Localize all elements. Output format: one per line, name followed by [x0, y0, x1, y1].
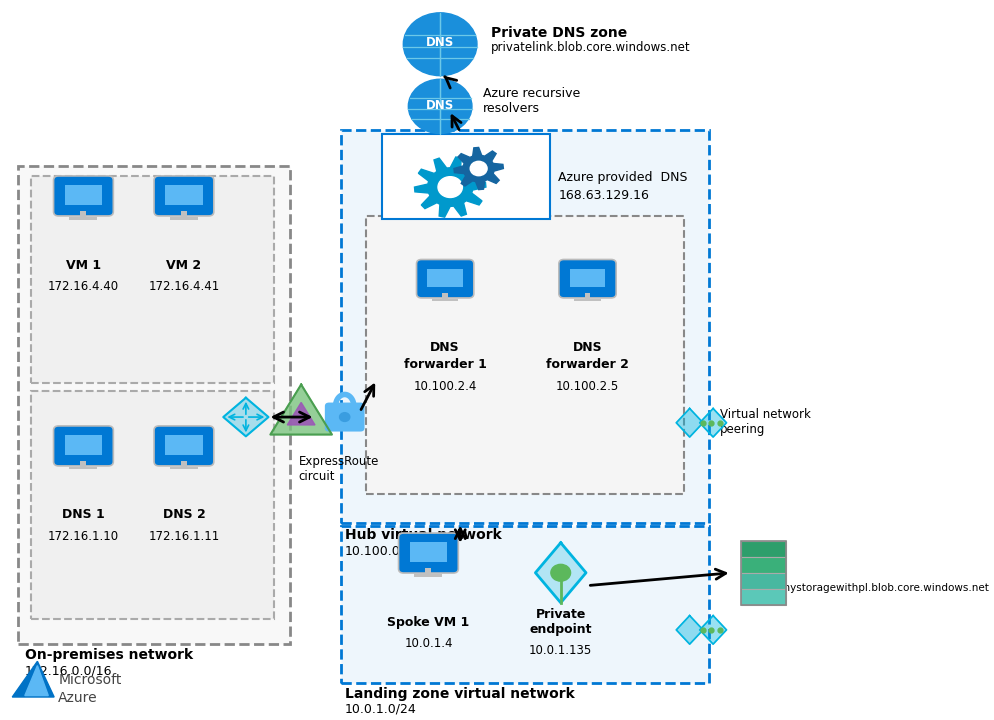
Text: DNS: DNS [425, 99, 454, 112]
Text: 10.0.1.4: 10.0.1.4 [404, 637, 452, 650]
Text: ExpressRoute
circuit: ExpressRoute circuit [298, 455, 379, 483]
FancyBboxPatch shape [324, 402, 364, 431]
Text: Spoke VM 1: Spoke VM 1 [387, 616, 469, 629]
Bar [165, 435, 203, 455]
Bar [65, 435, 102, 455]
FancyBboxPatch shape [154, 176, 214, 216]
Text: DNS: DNS [425, 36, 454, 49]
Text: Microsoft: Microsoft [59, 672, 121, 687]
Polygon shape [25, 665, 49, 696]
FancyBboxPatch shape [416, 259, 473, 298]
Bar [70, 467, 97, 469]
Text: Hub virtual network: Hub virtual network [344, 528, 501, 542]
Polygon shape [453, 148, 503, 189]
Text: Landing zone virtual network: Landing zone virtual network [344, 687, 574, 701]
Bar [410, 542, 446, 562]
Bar [18, 166, 290, 644]
Bar [31, 391, 273, 619]
Polygon shape [699, 408, 726, 437]
Text: 10.0.1.135: 10.0.1.135 [529, 644, 591, 657]
Text: 168.63.129.16: 168.63.129.16 [558, 189, 648, 202]
Bar [340, 130, 708, 523]
Circle shape [408, 79, 471, 133]
Text: 10.100.0.0/16: 10.100.0.0/16 [344, 544, 432, 557]
Circle shape [403, 13, 476, 76]
Bar [414, 574, 442, 577]
Polygon shape [414, 157, 485, 217]
Text: 172.16.4.40: 172.16.4.40 [48, 280, 119, 293]
Bar [425, 568, 431, 575]
Bar [740, 541, 785, 605]
Bar [570, 269, 604, 287]
Polygon shape [676, 616, 703, 644]
Bar [65, 185, 102, 204]
Polygon shape [223, 397, 268, 436]
Bar [170, 217, 198, 220]
Polygon shape [676, 408, 703, 437]
FancyBboxPatch shape [399, 533, 458, 573]
Bar [70, 217, 97, 220]
Bar [584, 293, 589, 299]
Bar [382, 133, 550, 219]
Text: DNS: DNS [430, 341, 459, 354]
Text: DNS 1: DNS 1 [62, 508, 104, 521]
Circle shape [470, 161, 487, 176]
Text: Private
endpoint: Private endpoint [529, 608, 591, 636]
Text: 172.16.1.11: 172.16.1.11 [148, 530, 220, 543]
Text: Private DNS zone: Private DNS zone [491, 26, 627, 40]
Text: forwarder 1: forwarder 1 [404, 359, 486, 372]
Text: VM 2: VM 2 [166, 258, 202, 271]
Polygon shape [270, 384, 332, 435]
Text: mystoragewithpl.blob.core.windows.net: mystoragewithpl.blob.core.windows.net [779, 583, 988, 593]
Bar [170, 467, 198, 469]
Text: forwarder 2: forwarder 2 [546, 359, 628, 372]
Circle shape [339, 413, 350, 421]
Bar [31, 176, 273, 384]
Text: Virtual network
peering: Virtual network peering [719, 408, 810, 436]
Text: On-premises network: On-premises network [25, 648, 193, 662]
Text: DNS: DNS [573, 341, 601, 354]
Bar [165, 185, 203, 204]
Bar [442, 293, 447, 299]
Bar [365, 216, 683, 494]
Polygon shape [699, 616, 726, 644]
Text: Azure provided  DNS: Azure provided DNS [558, 171, 687, 184]
Bar [740, 541, 785, 557]
Text: Azure recursive
resolvers: Azure recursive resolvers [482, 87, 580, 115]
Text: 172.16.1.10: 172.16.1.10 [48, 530, 119, 543]
Polygon shape [535, 543, 585, 603]
Circle shape [551, 564, 570, 581]
Text: DNS 2: DNS 2 [162, 508, 205, 521]
Bar [81, 462, 86, 467]
Bar [740, 557, 785, 572]
Text: privatelink.blob.core.windows.net: privatelink.blob.core.windows.net [491, 41, 690, 55]
Text: 10.100.2.5: 10.100.2.5 [556, 380, 618, 393]
Bar [740, 572, 785, 589]
Circle shape [437, 176, 462, 197]
FancyBboxPatch shape [559, 259, 615, 298]
FancyBboxPatch shape [54, 426, 113, 466]
Bar [431, 299, 458, 301]
Bar [181, 212, 187, 217]
Text: 10.0.1.0/24: 10.0.1.0/24 [344, 703, 416, 716]
Polygon shape [287, 402, 315, 425]
Bar [81, 212, 86, 217]
FancyBboxPatch shape [154, 426, 214, 466]
FancyBboxPatch shape [54, 176, 113, 216]
Bar [181, 462, 187, 467]
Text: Azure: Azure [59, 691, 97, 706]
Text: 10.100.2.4: 10.100.2.4 [414, 380, 476, 393]
Bar [574, 299, 600, 301]
Bar [740, 589, 785, 605]
Bar [427, 269, 462, 287]
Text: VM 1: VM 1 [66, 258, 101, 271]
Polygon shape [12, 661, 54, 697]
Text: 172.16.0.0/16: 172.16.0.0/16 [25, 664, 112, 678]
Bar [340, 526, 708, 683]
Text: 172.16.4.41: 172.16.4.41 [148, 280, 220, 293]
